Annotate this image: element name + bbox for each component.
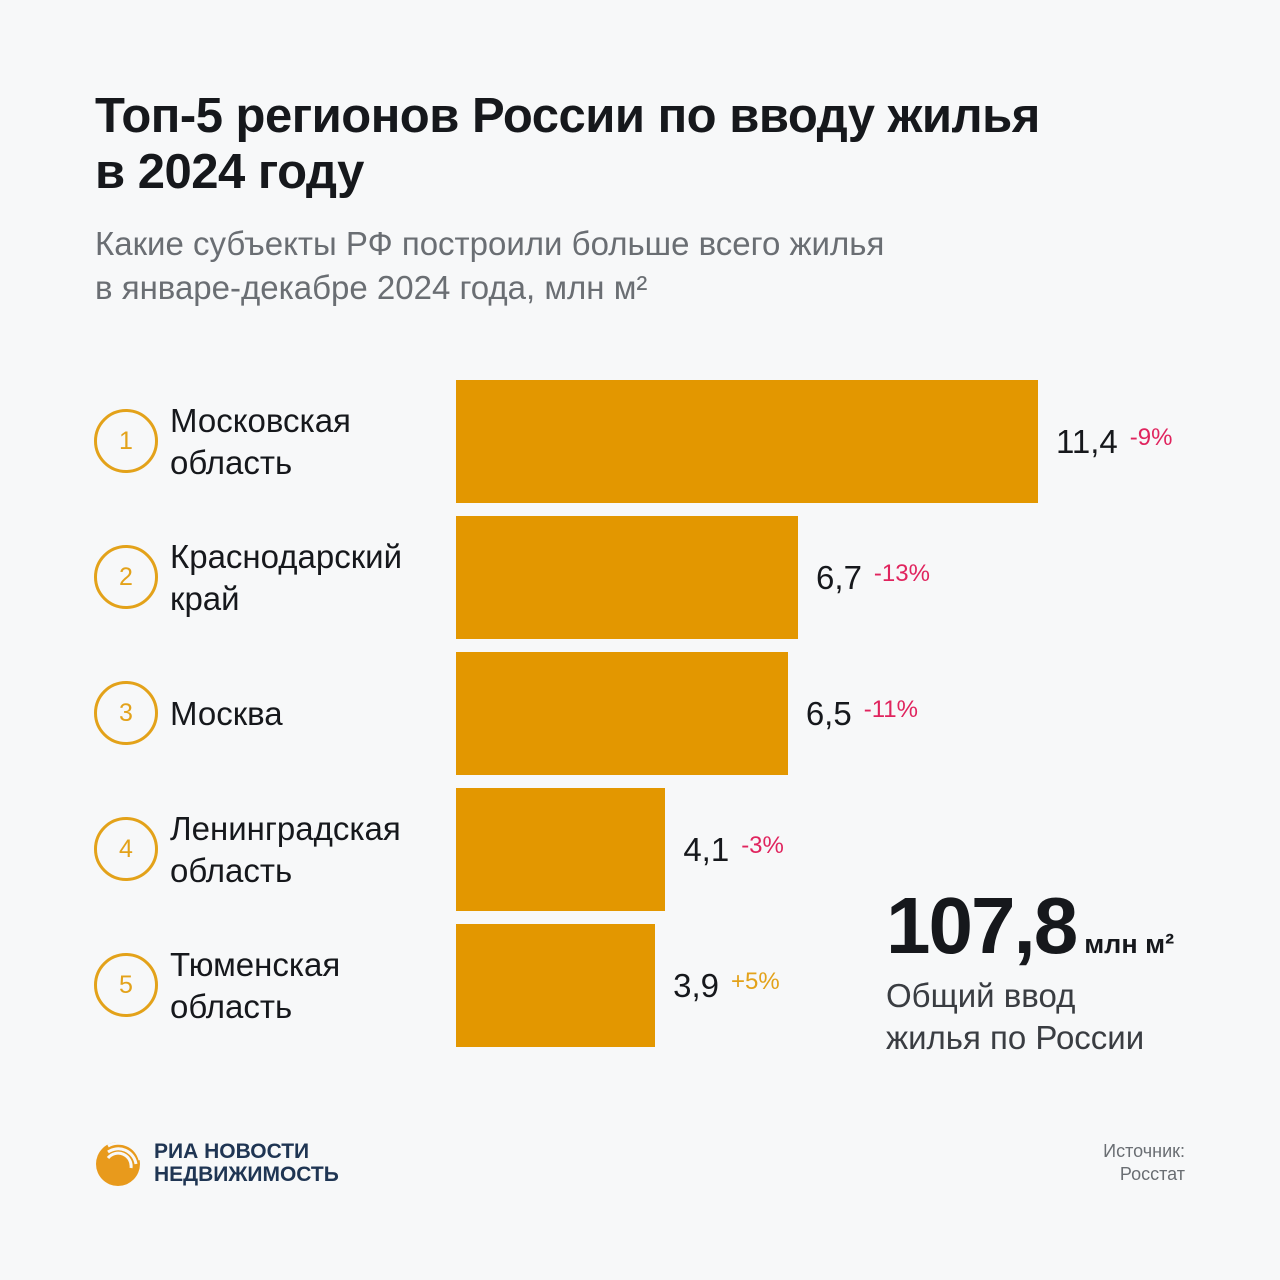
value-label: 4,1: [683, 830, 730, 868]
category-label: Краснодарский край: [170, 537, 403, 617]
bar: [456, 380, 1038, 503]
logo-line: РИА НОВОСТИ: [154, 1140, 310, 1163]
subtitle-line: в январе-декабре 2024 года, млн м²: [95, 269, 648, 306]
bar-row: 3 Москва 6,5 -11%: [0, 652, 1280, 775]
bar: [456, 652, 788, 775]
category-label: Москва: [170, 694, 283, 732]
value-label-group: 6,7 -13%: [816, 559, 930, 597]
value-label: 11,4: [1056, 422, 1118, 460]
logo-line: НЕДВИЖИМОСТЬ: [154, 1163, 339, 1186]
value-label: 6,7: [816, 558, 862, 596]
rank-badge: 4: [94, 817, 158, 881]
ria-logo-icon: [96, 1141, 142, 1186]
value-label-group: 11,4 -9%: [1056, 423, 1172, 461]
source-note: Источник: Росстат: [1103, 1140, 1185, 1186]
rank-badge: 1: [94, 409, 158, 473]
total-number: 107,8: [886, 881, 1078, 970]
title-line: в 2024 году: [95, 145, 364, 199]
bar: [456, 516, 799, 639]
value-label: 3,9: [673, 966, 719, 1004]
chart-title: Топ-5 регионов России по вводу жилья в 20…: [95, 88, 1040, 200]
total-label-line: Общий ввод: [886, 977, 1076, 1014]
rank-badge: 2: [94, 545, 158, 609]
bar-row: 1 Московская область 11,4 -9%: [0, 380, 1280, 503]
ria-logo: РИА НОВОСТИ НЕДВИЖИМОСТЬ: [94, 1138, 339, 1188]
bar: [456, 924, 656, 1047]
value-label-group: 4,1 -3%: [683, 831, 784, 869]
value-label-group: 6,5 -11%: [806, 695, 918, 733]
subtitle-line: Какие субъекты РФ построили больше всего…: [95, 225, 885, 262]
value-label-group: 3,9 +5%: [673, 967, 780, 1005]
change-label: -13%: [873, 559, 930, 587]
source-label: Источник:: [1103, 1141, 1185, 1161]
total-value: 107,8 млн м²: [886, 880, 1174, 972]
chart-subtitle: Какие субъекты РФ построили больше всего…: [95, 222, 884, 310]
total-unit: млн м²: [1084, 929, 1175, 959]
rank-badge: 5: [94, 953, 158, 1017]
total-label-line: жилья по России: [886, 1019, 1145, 1056]
category-label: Московская область: [170, 401, 351, 481]
change-label: -9%: [1129, 423, 1173, 451]
change-label: +5%: [730, 967, 780, 995]
bar-row: 4 Ленинградская область 4,1 -3%: [0, 788, 1280, 911]
bar: [456, 788, 666, 911]
value-label: 6,5: [805, 694, 852, 732]
title-line: Топ-5 регионов России по вводу жилья: [95, 89, 1040, 143]
rank-badge: 3: [94, 681, 158, 745]
category-label: Ленинградская область: [170, 809, 401, 889]
change-label: -3%: [741, 831, 784, 859]
change-label: -11%: [863, 695, 918, 723]
source-value: Росстат: [1119, 1164, 1185, 1184]
bar-row: 5 Тюменская область 3,9 +5%: [0, 924, 1280, 1047]
total-label: Общий ввод жилья по России: [886, 975, 1144, 1059]
bar-row: 2 Краснодарский край 6,7 -13%: [0, 516, 1280, 639]
category-label: Тюменская область: [170, 945, 341, 1025]
